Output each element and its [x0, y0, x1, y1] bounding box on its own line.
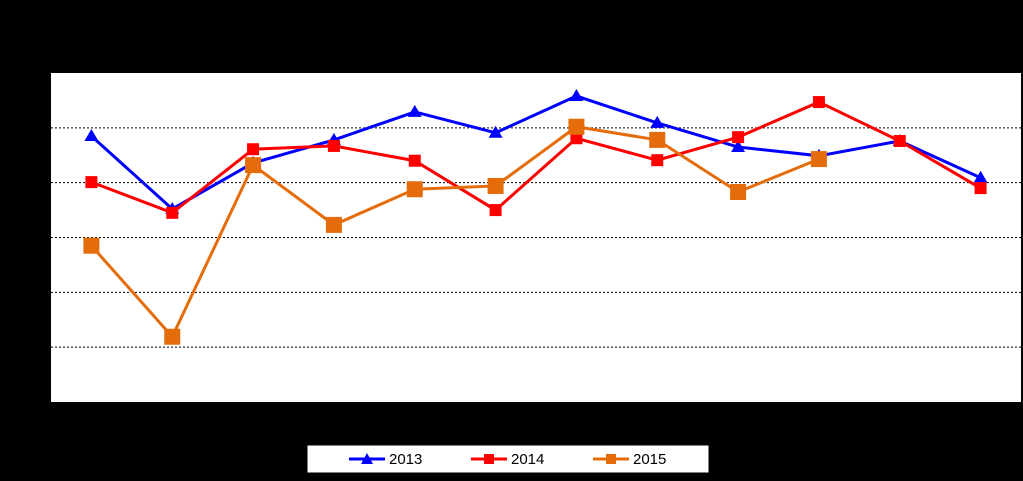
marker	[488, 125, 503, 138]
marker	[406, 181, 423, 198]
marker	[84, 129, 99, 142]
y-tick-label: 1	[35, 338, 43, 355]
marker	[812, 96, 825, 109]
marker	[570, 132, 583, 145]
y-tick-label: 6	[35, 64, 43, 81]
marker	[569, 89, 584, 102]
marker	[325, 216, 342, 233]
marker	[327, 139, 340, 152]
marker	[810, 151, 827, 168]
legend-label: 2013	[389, 451, 422, 468]
marker	[408, 154, 421, 167]
y-tick-label: 0	[35, 393, 43, 410]
marker	[974, 182, 987, 195]
y-tick-label: 2	[35, 283, 43, 300]
marker	[166, 206, 179, 219]
marker	[164, 328, 181, 345]
series-line	[90, 94, 982, 211]
series-line	[90, 125, 820, 340]
marker	[568, 118, 585, 135]
y-tick-label: 3	[35, 228, 43, 245]
marker	[893, 134, 906, 147]
marker	[732, 131, 745, 144]
marker	[487, 177, 504, 194]
y-tick-label: 4	[35, 174, 43, 191]
marker	[973, 170, 988, 183]
marker	[85, 176, 98, 189]
marker	[247, 143, 260, 156]
marker	[651, 154, 664, 167]
marker	[650, 115, 665, 128]
marker	[731, 140, 746, 153]
legend-marker	[606, 454, 616, 464]
series-line	[90, 100, 982, 215]
marker	[489, 204, 502, 217]
y-tick-label: 5	[35, 119, 43, 136]
marker	[649, 131, 666, 148]
legend-marker	[484, 454, 494, 464]
marker	[730, 183, 747, 200]
marker	[245, 157, 262, 174]
marker	[407, 104, 422, 117]
legend-marker	[361, 453, 373, 464]
legend-label: 2014	[511, 451, 544, 468]
marker	[83, 237, 100, 254]
legend-label: 2015	[633, 451, 666, 468]
